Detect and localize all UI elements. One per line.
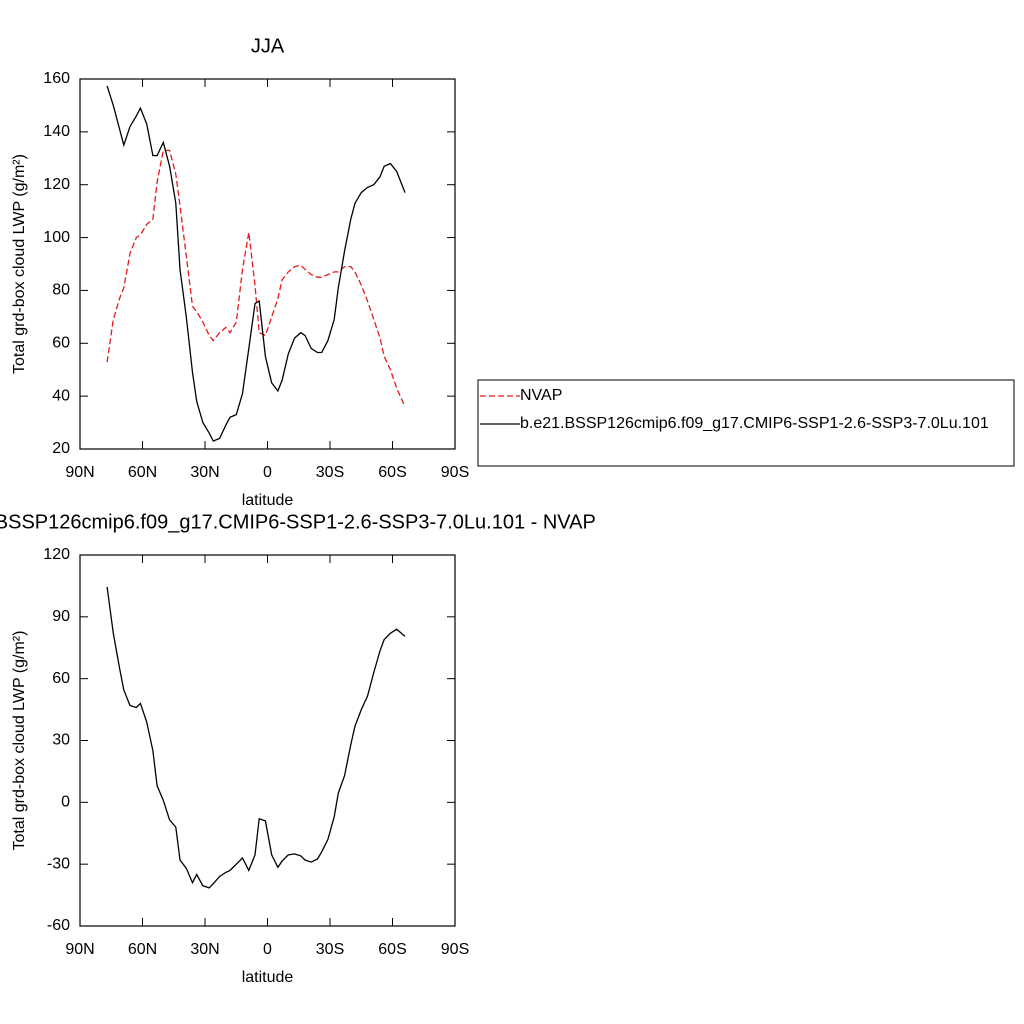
x-tick-label: 0 [263,464,272,481]
x-axis-label: latitude [242,969,294,986]
y-tick-label: 30 [52,732,70,749]
legend: NVAP b.e21.BSSP126cmip6.f09_g17.CMIP6-SSP… [477,379,1015,467]
y-tick-label: 80 [52,282,70,299]
x-tick-label: 30S [316,941,344,958]
y-tick-label: 90 [52,608,70,625]
x-tick-label: 90N [65,464,94,481]
x-tick-label: 90S [441,941,469,958]
y-tick-label: 60 [52,670,70,687]
x-axis-label: latitude [242,492,294,509]
x-tick-label: 60N [128,941,157,958]
x-tick-label: 30N [190,464,219,481]
y-tick-label: -60 [47,917,70,934]
y-tick-label: 0 [61,794,70,811]
x-tick-label: 60S [378,464,406,481]
x-tick-label: 90S [441,464,469,481]
y-tick-label: 100 [43,229,70,246]
y-tick-label: 60 [52,335,70,352]
y-tick-label: 40 [52,387,70,404]
legend-box [477,379,1015,467]
y-tick-label: -30 [47,855,70,872]
y-tick-label: 20 [52,440,70,457]
x-tick-label: 0 [263,941,272,958]
legend-label: b.e21.BSSP126cmip6.f09_g17.CMIP6-SSP1-2.… [520,415,989,432]
data-line [106,586,406,889]
x-tick-label: 30N [190,941,219,958]
y-axis-label: Total grd-box cloud LWP (g/m²) [11,154,28,374]
y-tick-label: 120 [43,176,70,193]
x-tick-label: 30S [316,464,344,481]
y-tick-label: 140 [43,123,70,140]
y-tick-label: 120 [43,546,70,563]
x-tick-label: 60S [378,941,406,958]
plot-frame [79,554,456,927]
y-tick-label: 160 [43,70,70,87]
chart-title: JJA [251,35,285,57]
chart-title: b.e21.BSSP126cmip6.f09_g17.CMIP6-SSP1-2.… [0,511,596,533]
data-line [106,85,406,442]
y-axis-label: Total grd-box cloud LWP (g/m²) [11,631,28,851]
x-tick-label: 60N [128,464,157,481]
data-line [106,149,406,407]
x-tick-label: 90N [65,941,94,958]
legend-label: NVAP [520,387,562,404]
